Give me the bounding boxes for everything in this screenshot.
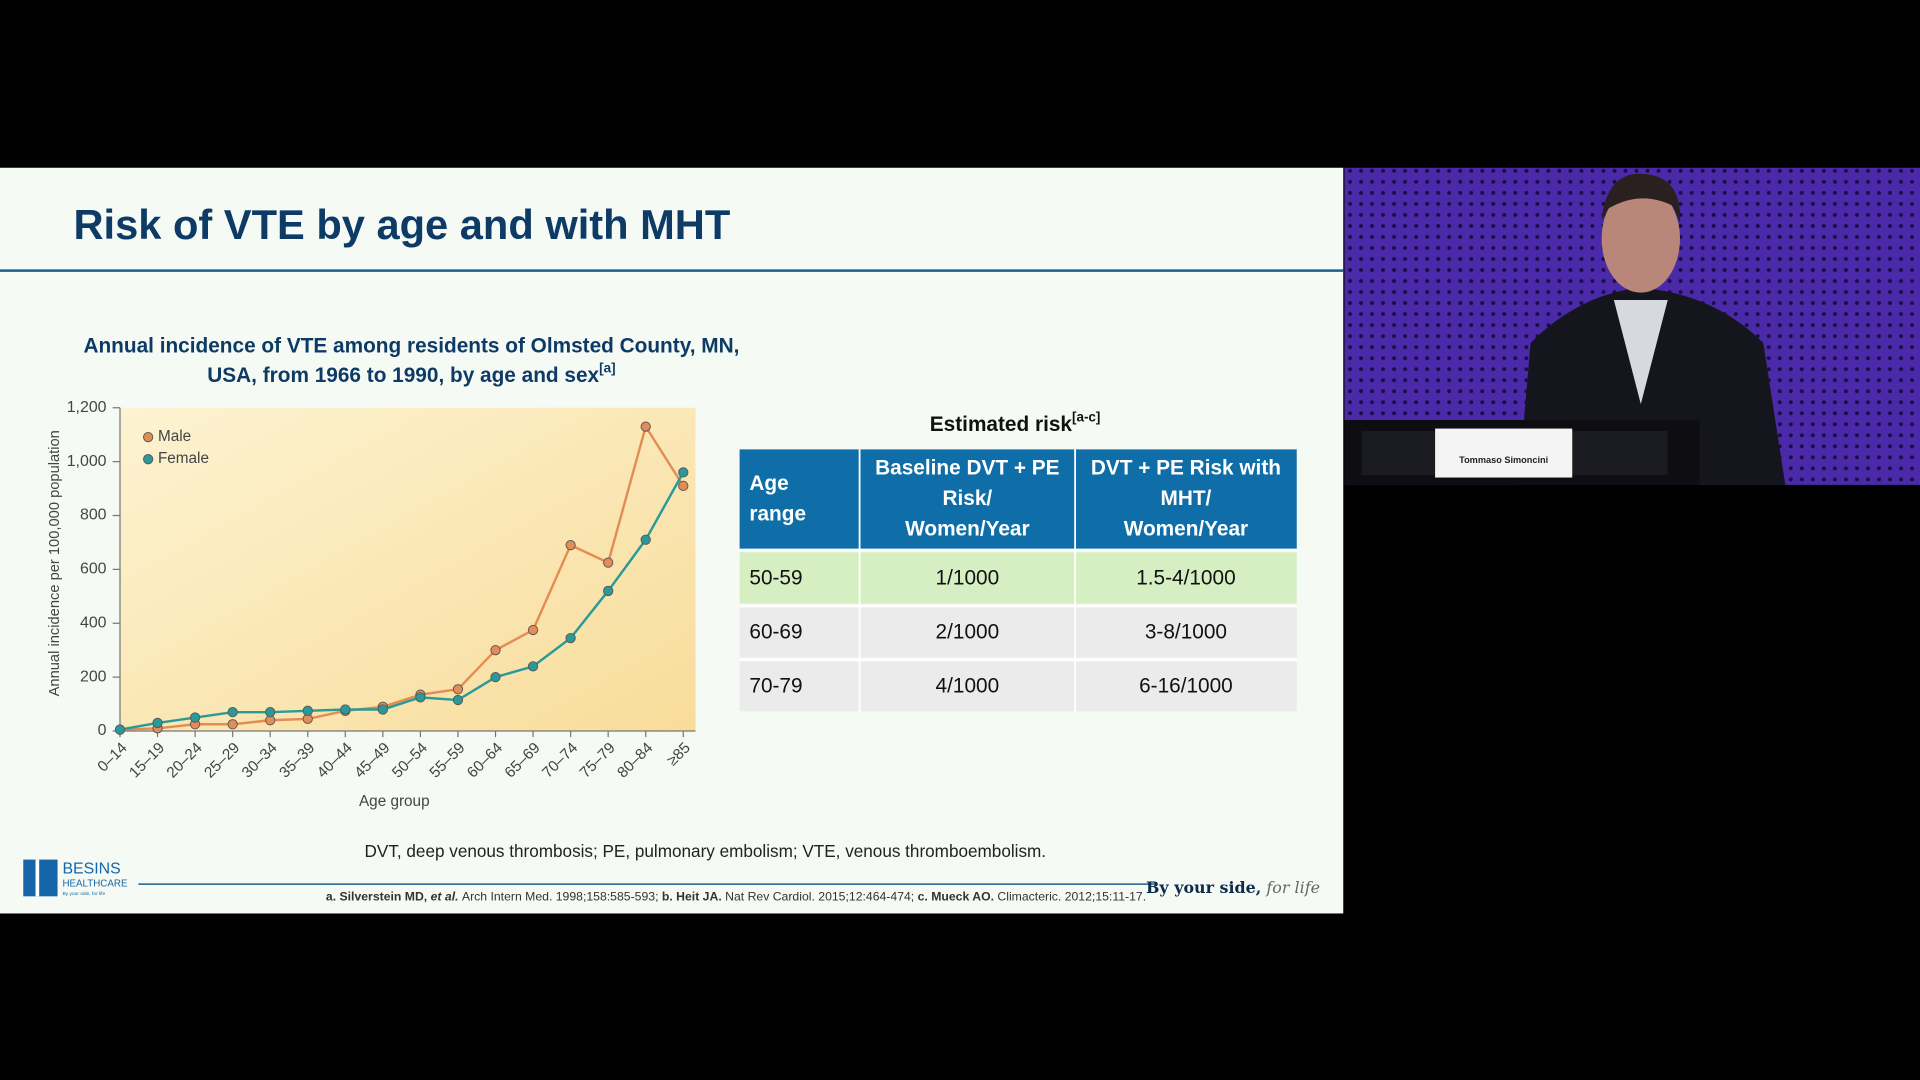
x-axis-label: Age group xyxy=(359,793,430,810)
point xyxy=(265,707,276,718)
nameplate xyxy=(1435,428,1573,478)
table-header: Women/Year xyxy=(905,518,1029,541)
y-tick-label: 200 xyxy=(80,668,107,685)
table-title-text: Estimated risk xyxy=(930,412,1073,435)
table-cell: 3-8/1000 xyxy=(1145,621,1227,644)
table-title-sup: [a-c] xyxy=(1072,409,1100,424)
ref-source: Nat Rev Cardiol. 2015;12:464-474; xyxy=(725,890,914,904)
chart-title-text-cont: USA, from 1966 to 1990, by age and sex xyxy=(207,363,599,386)
legend-marker xyxy=(143,454,154,465)
point xyxy=(152,717,163,729)
chart-title: Annual incidence of VTE among residents … xyxy=(83,334,739,357)
table-header: DVT + PE Risk with xyxy=(1091,456,1281,479)
ref-author: b. Heit JA. xyxy=(662,890,722,904)
table-cell: 70-79 xyxy=(749,674,802,697)
logo-mark-line xyxy=(35,859,40,897)
ref-author: c. Mueck AO. xyxy=(918,890,994,904)
footnote: DVT, deep venous thrombosis; PE, pulmona… xyxy=(365,841,1047,861)
ref-author: a. Silverstein MD, xyxy=(326,890,427,904)
y-tick-label: 1,200 xyxy=(67,399,107,416)
point xyxy=(527,661,539,672)
speaker-shirt xyxy=(1613,300,1668,405)
point xyxy=(603,585,614,597)
ref-source: Arch Intern Med. 1998;158:585-593; xyxy=(462,890,659,904)
logo-mark xyxy=(23,859,58,897)
point xyxy=(565,540,576,551)
ref-etal: et al. xyxy=(431,890,459,904)
tagline-script: for life xyxy=(1265,877,1320,896)
legend-label: Male xyxy=(158,428,191,445)
point xyxy=(603,557,614,568)
point xyxy=(490,645,501,656)
speaker-head xyxy=(1601,184,1680,293)
table-header: Women/Year xyxy=(1124,518,1248,541)
y-tick-label: 800 xyxy=(80,507,107,524)
table-header: Risk/ xyxy=(942,487,992,510)
speaker-video: Tommaso Simoncini xyxy=(1344,167,1920,485)
series-line xyxy=(119,471,685,731)
point xyxy=(340,704,351,715)
table-header-bg xyxy=(739,449,1297,550)
table-cell: 1.5-4/1000 xyxy=(1136,567,1235,590)
chart-title-2: USA, from 1966 to 1990, by age and sex[a… xyxy=(207,360,615,386)
point xyxy=(114,724,126,735)
chart-title-sup: [a] xyxy=(599,360,615,375)
slide: Risk of VTE by age and with MHT Annual i… xyxy=(0,167,1344,914)
point xyxy=(377,704,389,715)
table-row-bg xyxy=(739,660,1297,712)
table-title: Estimated risk[a-c] xyxy=(930,409,1101,435)
point xyxy=(678,467,689,478)
chart-title-text: Annual incidence of VTE among residents … xyxy=(83,334,739,357)
point xyxy=(640,421,651,432)
series-line xyxy=(119,423,685,731)
table-cell: 50-59 xyxy=(749,567,802,590)
y-tick-label: 0 xyxy=(98,722,107,739)
point xyxy=(490,672,501,683)
tagline-main: By your side, xyxy=(1146,877,1261,896)
point xyxy=(227,707,238,718)
y-tick-label: 400 xyxy=(80,614,107,631)
point xyxy=(227,719,238,730)
table-cell: 2/1000 xyxy=(936,621,1000,644)
logo-sub: HEALTHCARE xyxy=(62,879,128,890)
table-row-bg xyxy=(739,606,1297,658)
y-tick-label: 1,000 xyxy=(67,453,107,470)
logo-tag: By your side, for life xyxy=(62,891,105,897)
point xyxy=(189,712,201,723)
table-cell: 1/1000 xyxy=(936,567,1000,590)
table-header: MHT/ xyxy=(1161,487,1212,510)
plot-area xyxy=(120,407,696,732)
table-header: range xyxy=(749,502,806,525)
logo: BESINS HEALTHCARE By your side, for life xyxy=(23,859,128,897)
table-cell: 60-69 xyxy=(749,621,802,644)
references: a. Silverstein MD, et al. Arch Intern Me… xyxy=(326,890,1146,904)
point xyxy=(640,534,651,545)
table: Age range Baseline DVT + PE Risk/Women/Year… xyxy=(739,449,1297,713)
y-axis-label: Annual incidence per 100,000 population xyxy=(47,430,63,696)
table-header: Baseline DVT + PE xyxy=(875,456,1059,479)
point xyxy=(302,705,313,716)
point xyxy=(565,632,576,644)
legend-marker xyxy=(143,432,154,443)
slide-title: Risk of VTE by age and with MHT xyxy=(73,201,730,248)
point xyxy=(415,692,426,703)
table-cell: 4/1000 xyxy=(936,674,1000,697)
speaker-hair xyxy=(1601,173,1681,223)
nameplate-text: Tommaso Simoncini xyxy=(1459,455,1548,465)
point xyxy=(678,480,689,492)
table-row-bg xyxy=(739,552,1297,604)
y-tick-label: 600 xyxy=(80,561,107,578)
point xyxy=(527,624,539,636)
legend-label: Female xyxy=(158,450,209,467)
logo-name: BESINS xyxy=(62,861,120,878)
table-cell: 6-16/1000 xyxy=(1139,674,1233,697)
point xyxy=(452,694,464,706)
tagline: By your side, for life xyxy=(1146,877,1320,896)
table-header: Age xyxy=(749,472,788,495)
point xyxy=(452,684,464,695)
ref-source: Climacteric. 2012;15:11-17. xyxy=(997,890,1146,904)
